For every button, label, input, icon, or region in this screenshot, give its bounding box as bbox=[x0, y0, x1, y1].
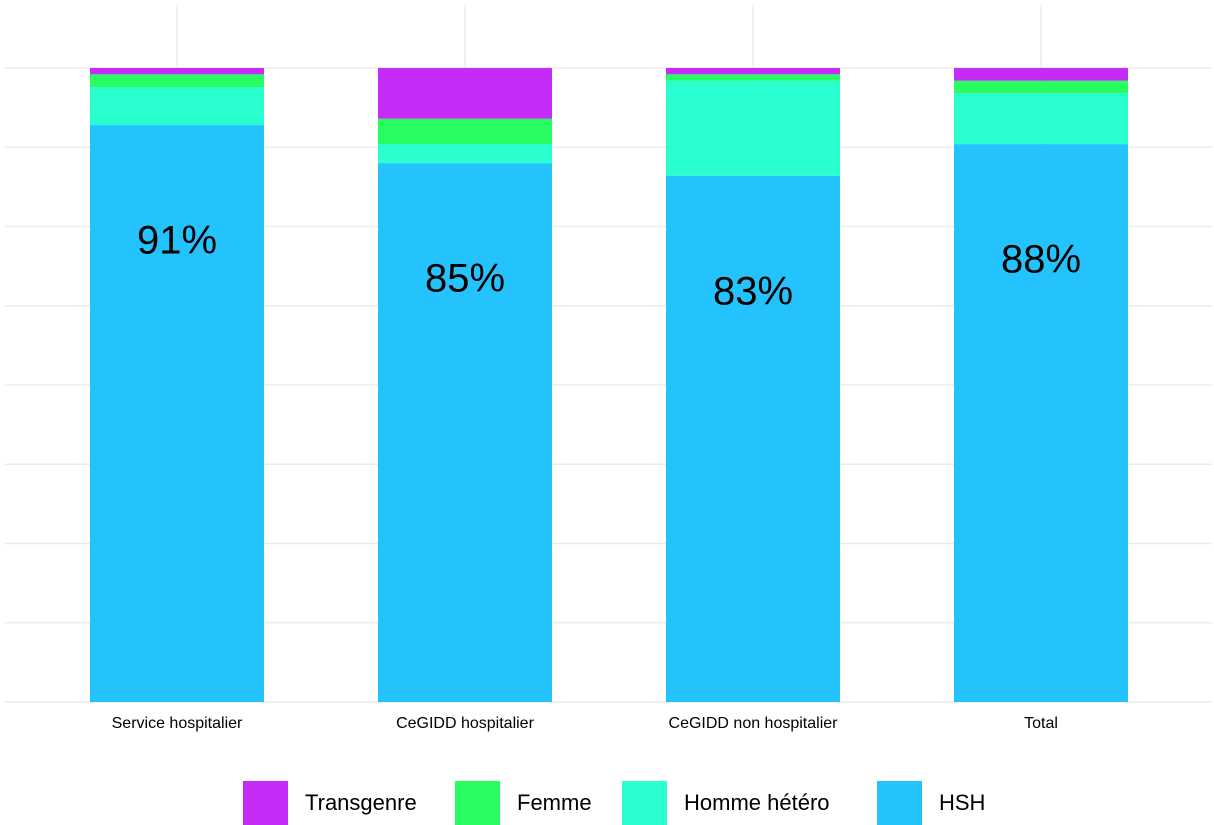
bar-segment bbox=[666, 175, 840, 702]
bar-segment bbox=[954, 144, 1128, 702]
bar-segment bbox=[666, 80, 840, 176]
value-label: 88% bbox=[1001, 238, 1081, 282]
legend-label: Femme bbox=[517, 790, 592, 815]
bar-segment bbox=[90, 74, 264, 88]
x-tick-label: CeGIDD hospitalier bbox=[396, 715, 535, 732]
legend-swatch bbox=[455, 781, 500, 825]
legend-label: Homme hétéro bbox=[684, 790, 830, 815]
legend-swatch bbox=[622, 781, 667, 825]
value-label: 85% bbox=[425, 257, 505, 301]
x-tick-label: Service hospitalier bbox=[112, 715, 243, 732]
legend-swatch bbox=[243, 781, 288, 825]
bar-segment bbox=[954, 80, 1128, 94]
bar-segment bbox=[378, 68, 552, 119]
bar-segment bbox=[954, 68, 1128, 81]
bar-segment bbox=[378, 163, 552, 703]
bar-segment bbox=[90, 68, 264, 75]
value-label: 83% bbox=[713, 269, 793, 313]
legend-swatch bbox=[877, 781, 922, 825]
value-label: 91% bbox=[137, 219, 217, 263]
legend-label: HSH bbox=[939, 790, 985, 815]
x-tick-label: Total bbox=[1024, 715, 1058, 732]
bar-segment bbox=[378, 144, 552, 164]
bar-segment bbox=[666, 68, 840, 75]
bar-segment bbox=[666, 74, 840, 81]
bar-segment bbox=[954, 93, 1128, 145]
bar-segment bbox=[90, 87, 264, 126]
bar-segment bbox=[90, 125, 264, 702]
x-tick-label: CeGIDD non hospitalier bbox=[669, 715, 839, 732]
bar-segment bbox=[378, 118, 552, 145]
legend-label: Transgenre bbox=[305, 790, 417, 815]
